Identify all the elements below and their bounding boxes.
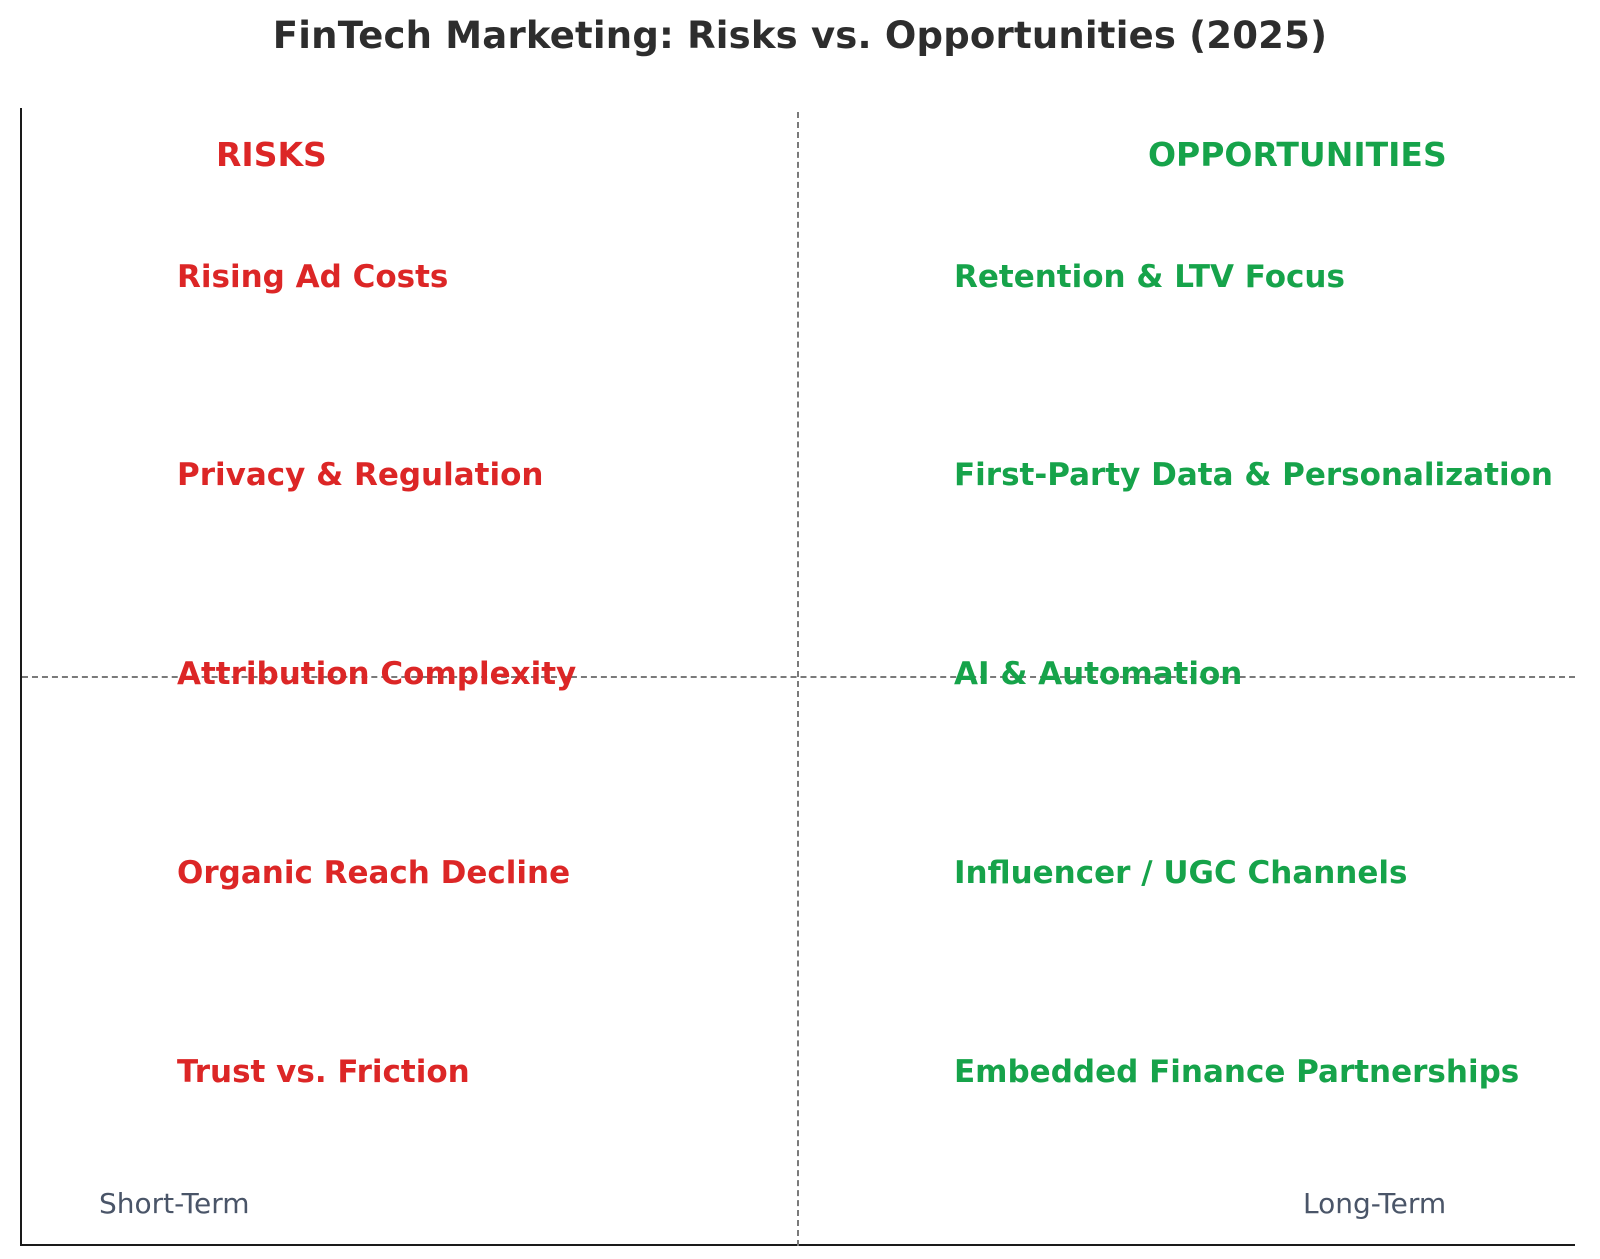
risks-heading: RISKS xyxy=(216,135,327,174)
vertical-divider xyxy=(797,112,799,1246)
opportunity-item: AI & Automation xyxy=(954,656,1243,692)
risk-item: Trust vs. Friction xyxy=(177,1054,470,1090)
opportunity-item: Embedded Finance Partnerships xyxy=(954,1054,1520,1090)
left-axis-line xyxy=(20,108,22,1246)
short-term-label: Short-Term xyxy=(99,1187,250,1220)
opportunity-item: First-Party Data & Personalization xyxy=(954,457,1553,493)
risk-item: Privacy & Regulation xyxy=(177,457,544,493)
risk-item: Organic Reach Decline xyxy=(177,855,571,891)
diagram-title: FinTech Marketing: Risks vs. Opportuniti… xyxy=(272,14,1328,57)
opportunity-item: Influencer / UGC Channels xyxy=(954,855,1408,891)
opportunity-item: Retention & LTV Focus xyxy=(954,259,1345,295)
risk-item: Attribution Complexity xyxy=(177,656,577,692)
risk-item: Rising Ad Costs xyxy=(177,259,449,295)
long-term-label: Long-Term xyxy=(1303,1187,1447,1220)
horizontal-divider xyxy=(22,676,1575,678)
opportunities-heading: OPPORTUNITIES xyxy=(1148,135,1447,174)
